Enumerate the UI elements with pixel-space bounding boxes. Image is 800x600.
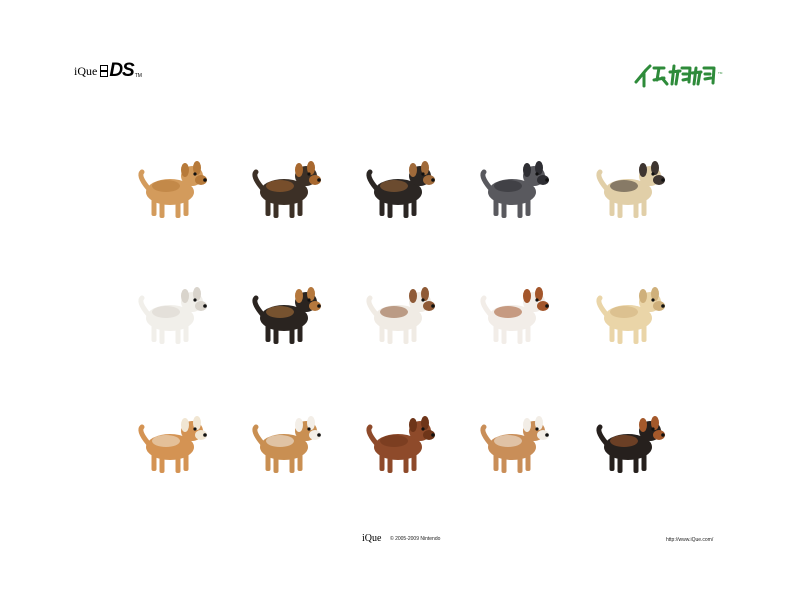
shih-tzu-puppy-icon	[366, 287, 435, 344]
corgi-puppy-icon	[480, 416, 549, 473]
ique-logo-text: iQue	[74, 63, 98, 78]
chihuahua-puppy-icon	[138, 287, 207, 344]
svg-text:TM: TM	[718, 71, 723, 75]
beagle-puppy-icon	[252, 287, 321, 344]
trademark-mark: TM	[134, 73, 142, 79]
cavalier-king-charles-puppy-icon	[480, 287, 549, 344]
shetland-sheepdog-puppy-icon	[252, 416, 321, 473]
footer-url-link[interactable]: http://www.iQue.com/	[666, 537, 714, 543]
ique-ds-logo: iQue DS TM	[74, 60, 142, 82]
miniature-schnauzer-puppy-icon	[480, 161, 549, 218]
labrador-puppy-icon	[596, 287, 665, 344]
dachshund-puppy-icon	[138, 161, 207, 218]
nintendogs-chinese-logo-icon: TM	[634, 64, 723, 88]
pug-puppy-icon	[596, 161, 665, 218]
footer-copyright: © 2005-2009 Nintendo	[390, 536, 441, 542]
footer-ique-logo: iQue	[362, 533, 382, 544]
german-shepherd-puppy-icon	[252, 161, 321, 218]
yorkshire-terrier-puppy-icon	[366, 161, 435, 218]
toy-poodle-puppy-icon	[366, 416, 435, 473]
shiba-inu-puppy-icon	[138, 416, 207, 473]
miniature-pinscher-puppy-icon	[596, 416, 665, 473]
ds-screens-icon	[99, 65, 109, 77]
ds-logo-text: DS	[109, 60, 134, 81]
